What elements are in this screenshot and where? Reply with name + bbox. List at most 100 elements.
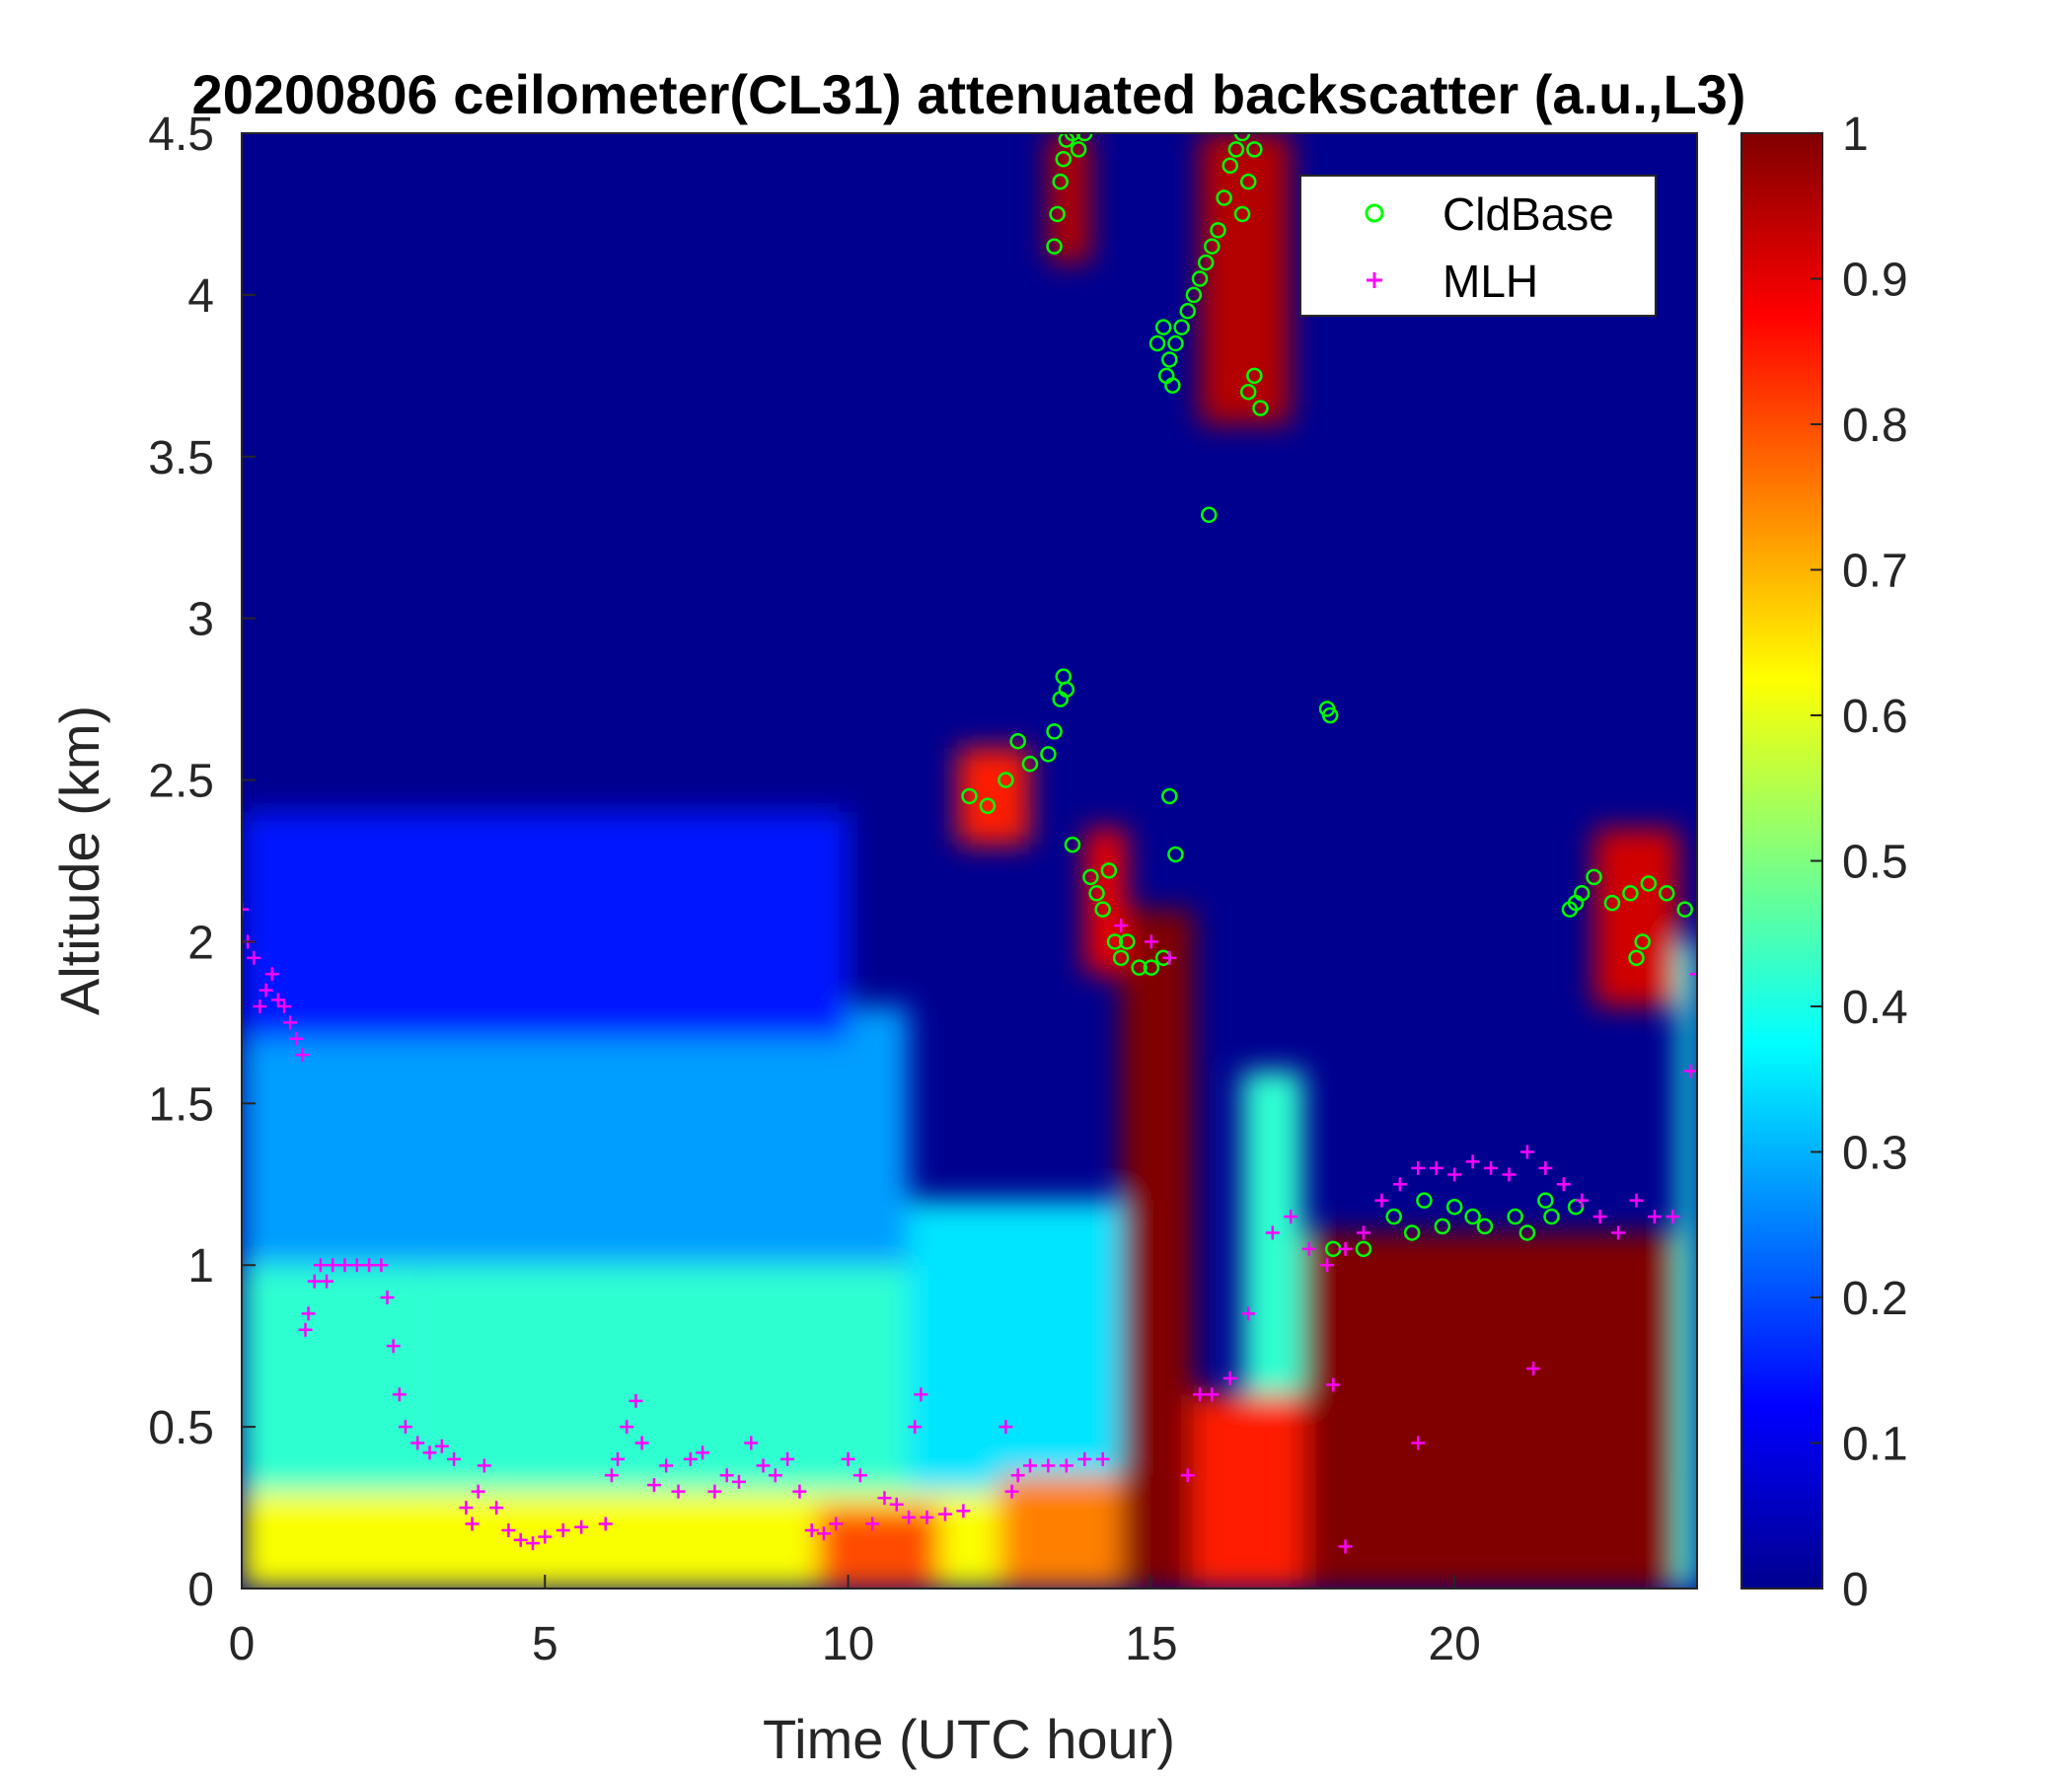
cldbase-point (1179, 303, 1196, 320)
mlh-point (1241, 1306, 1256, 1321)
mlh-point (277, 999, 292, 1013)
cldbase-point (1064, 836, 1081, 853)
cldbase-point (1676, 901, 1693, 918)
mlh-point (313, 1258, 328, 1273)
x-axis-label: Time (UTC hour) (763, 1708, 1175, 1770)
heatmap-region-12 (1593, 828, 1679, 1006)
mlh-point (1665, 1210, 1680, 1224)
legend: CldBase MLH (1299, 175, 1657, 317)
cldbase-point (1197, 254, 1215, 271)
cldbase-point (1246, 141, 1263, 158)
colorbar-tick-label: 0.7 (1842, 546, 1908, 598)
cldbase-point (1246, 367, 1263, 385)
cldbase-point (1233, 133, 1251, 142)
mlh-point (1114, 919, 1129, 933)
heatmap-region-5 (909, 1200, 1122, 1492)
colorbar-tick-label: 0.3 (1842, 1128, 1908, 1180)
mlh-point (526, 1536, 540, 1551)
mlh-point (999, 1420, 1013, 1435)
cldbase-point (1603, 894, 1621, 912)
legend-box (1299, 175, 1657, 317)
mlh-point (253, 999, 267, 1013)
mlh-point (1556, 1177, 1571, 1192)
heatmap-region-8 (1121, 909, 1194, 1589)
cldbase-point (1573, 885, 1591, 902)
cldbase-point (1445, 1198, 1463, 1216)
cldbase-point (1464, 1208, 1481, 1225)
cldbase-point (1119, 933, 1136, 950)
mlh-point (920, 1510, 934, 1524)
mlh-point (1690, 967, 1697, 982)
cldbase-point (1216, 189, 1232, 206)
mlh-point (865, 1517, 880, 1531)
mlh-point (1592, 1210, 1607, 1224)
cldbase-point (1070, 141, 1087, 158)
mlh-point (555, 1523, 570, 1537)
cldbase-point (1239, 173, 1257, 190)
cldbase-point (1046, 723, 1063, 740)
plot-area (241, 132, 1698, 1590)
heatmap-region-9 (1193, 1394, 1303, 1589)
legend-cldbase-label: CldBase (1443, 188, 1614, 240)
mlh-point (634, 1436, 649, 1450)
mlh-point (1575, 1193, 1590, 1208)
colorbar-tick-label: 0.9 (1842, 255, 1908, 307)
mlh-point (707, 1484, 722, 1499)
cldbase-point (1204, 238, 1221, 255)
cldbase-point (1476, 1218, 1494, 1235)
mlh-point (259, 983, 273, 998)
mlh-point (756, 1458, 771, 1473)
cldbase-point (1164, 377, 1181, 394)
mlh-point (477, 1458, 491, 1473)
cldbase-point (1659, 885, 1675, 902)
mlh-point (1205, 1387, 1220, 1402)
mlh-point (422, 1445, 437, 1460)
mlh-point (780, 1451, 795, 1466)
mlh-point (1519, 1145, 1534, 1159)
mlh-point (1411, 1160, 1426, 1175)
y-tick-label: 0 (187, 1564, 214, 1616)
heatmap-region-13 (1678, 941, 1697, 1589)
cldbase-point (1321, 706, 1339, 724)
mlh-point (374, 1258, 389, 1273)
mlh-point (1465, 1154, 1480, 1169)
cldbase-point (1064, 133, 1081, 142)
mlh-point (1429, 1160, 1443, 1175)
mlh-point (1284, 1210, 1298, 1224)
mlh-point (744, 1436, 759, 1450)
heatmap-region-4 (242, 812, 849, 1039)
mlh-point (1611, 1225, 1626, 1240)
legend-cldbase-marker (1365, 203, 1384, 223)
mlh-point (264, 967, 279, 982)
cldbase-point (1221, 157, 1239, 175)
mlh-point (1041, 1458, 1056, 1473)
mlh-point (914, 1387, 928, 1402)
cldbase-point (1131, 959, 1147, 976)
mlh-point (307, 1274, 322, 1289)
cldbase-point (1239, 383, 1257, 401)
cldbase-point (1112, 949, 1130, 967)
colorbar-tick-label: 0.6 (1842, 691, 1908, 743)
cldbase-point (1161, 787, 1178, 805)
mlh-point (242, 902, 249, 917)
cldbase-point (1355, 1240, 1372, 1258)
cldbase-point (1543, 1208, 1560, 1225)
mlh-point (501, 1523, 516, 1537)
mlh-point (696, 1445, 710, 1460)
mlh-point (852, 1468, 867, 1483)
x-tick-label: 5 (532, 1618, 558, 1670)
colorbar-tick-label: 0 (1842, 1564, 1869, 1616)
heatmap-region-16 (957, 747, 1030, 846)
plot-frame (241, 132, 1698, 1590)
cldbase-point (1403, 1224, 1421, 1241)
cldbase-point (1507, 1208, 1523, 1225)
cldbase-point (1634, 933, 1651, 950)
cldbase-point (1055, 150, 1073, 168)
cldbase-point (1227, 141, 1245, 158)
cldbase-point (1252, 400, 1269, 416)
cldbase-point (1100, 862, 1118, 879)
mlh-point (538, 1529, 553, 1544)
x-tick-label: 10 (822, 1618, 874, 1670)
mlh-point (804, 1523, 819, 1537)
mlh-point (1683, 1064, 1697, 1078)
